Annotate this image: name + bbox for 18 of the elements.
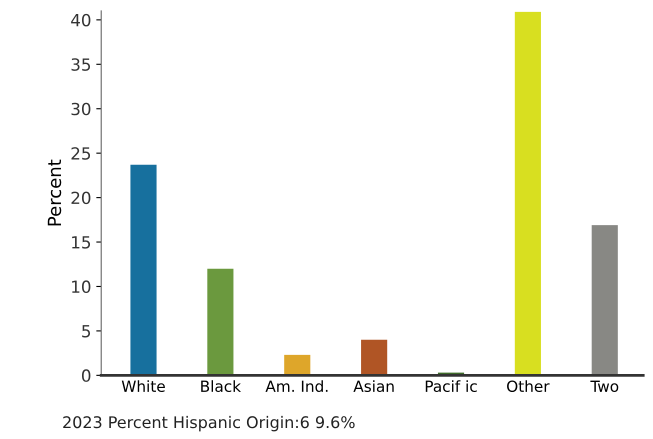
y-tick-label: 25 [72,147,90,160]
x-tick-label: White [122,380,165,392]
x-tick-label: Two [590,380,618,392]
y-tick-label: 30 [72,102,90,116]
y-tick-label: 40 [71,14,90,26]
text: 2023 Percent Hispanic Origin:6 9.6% [63,416,355,432]
x-tick-label: Asian [353,380,394,392]
x-tick-label: Other [507,380,550,392]
y-tick-label: 5 [82,325,90,338]
y-tick-label: 20 [72,192,90,204]
x-tick-label: Pacif ic [426,380,477,392]
x-tick-label: Black [201,380,241,392]
y-tick-label: 15 [72,236,90,249]
y-tick-label: 35 [72,58,90,71]
y-tick-label: 10 [72,280,90,294]
x-tick-label: Am. Ind. [265,380,328,392]
y-tick-label: 0 [82,369,90,382]
y-axis-title: Percent [48,160,62,226]
